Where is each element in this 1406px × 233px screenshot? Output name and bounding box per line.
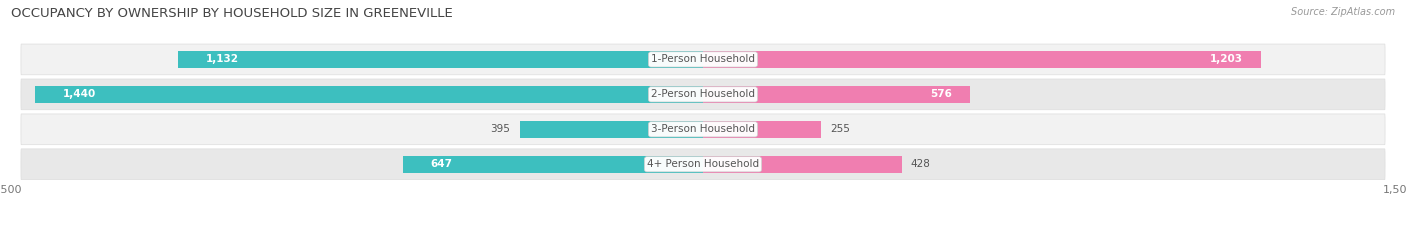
- Bar: [402, 156, 703, 173]
- Text: 1,440: 1,440: [63, 89, 96, 99]
- Text: 428: 428: [911, 159, 931, 169]
- Text: 395: 395: [491, 124, 510, 134]
- Text: 3-Person Household: 3-Person Household: [651, 124, 755, 134]
- Bar: [703, 86, 970, 103]
- Bar: [703, 51, 1261, 68]
- Text: 4+ Person Household: 4+ Person Household: [647, 159, 759, 169]
- Text: 1-Person Household: 1-Person Household: [651, 55, 755, 64]
- Text: 255: 255: [831, 124, 851, 134]
- Text: 1,132: 1,132: [205, 55, 239, 64]
- Bar: [35, 86, 703, 103]
- Bar: [703, 121, 821, 138]
- Bar: [177, 51, 703, 68]
- Text: OCCUPANCY BY OWNERSHIP BY HOUSEHOLD SIZE IN GREENEVILLE: OCCUPANCY BY OWNERSHIP BY HOUSEHOLD SIZE…: [11, 7, 453, 20]
- FancyBboxPatch shape: [21, 114, 1385, 145]
- Text: 647: 647: [430, 159, 453, 169]
- Bar: [520, 121, 703, 138]
- FancyBboxPatch shape: [21, 44, 1385, 75]
- Text: 1,203: 1,203: [1209, 55, 1243, 64]
- Text: 2-Person Household: 2-Person Household: [651, 89, 755, 99]
- FancyBboxPatch shape: [21, 149, 1385, 180]
- FancyBboxPatch shape: [21, 79, 1385, 110]
- Text: 576: 576: [929, 89, 952, 99]
- Bar: [703, 156, 901, 173]
- Text: Source: ZipAtlas.com: Source: ZipAtlas.com: [1291, 7, 1395, 17]
